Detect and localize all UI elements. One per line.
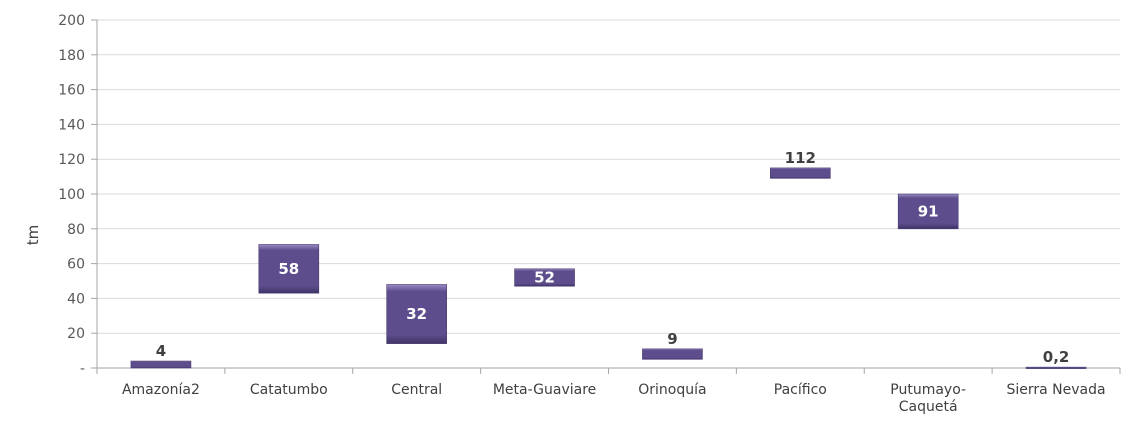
x-category-label: Orinoquía <box>638 382 706 398</box>
x-category-label: Pacífico <box>774 382 827 398</box>
data-label: 32 <box>406 305 427 323</box>
bar <box>514 268 575 287</box>
data-label: 9 <box>667 330 677 348</box>
axes <box>91 19 1121 374</box>
x-category-label: Putumayo-Caquetá <box>890 382 966 415</box>
gridlines <box>97 19 1120 334</box>
data-label: 52 <box>534 269 555 287</box>
y-tick-label: 160 <box>58 83 85 99</box>
x-category-label: Sierra Nevada <box>1007 382 1106 398</box>
y-tick-label: 180 <box>58 48 85 64</box>
labels: - 20 40 60 80 100 120 140 160 180 200 Amazonía2 Cata… <box>58 13 1105 415</box>
data-label: 58 <box>278 260 299 278</box>
y-tick-label: 60 <box>67 257 85 273</box>
x-category-label: Catatumbo <box>250 382 328 398</box>
bar <box>770 167 831 179</box>
y-tick-label: 80 <box>67 222 85 238</box>
data-label: 112 <box>785 149 816 167</box>
y-tick-label: 40 <box>67 291 85 307</box>
bar <box>130 360 192 369</box>
x-category-label: Amazonía2 <box>122 382 200 398</box>
data-label: 91 <box>918 202 939 220</box>
y-tick-label: 120 <box>58 152 85 168</box>
data-label: 0,2 <box>1043 348 1070 366</box>
y-tick-label: 140 <box>58 117 85 133</box>
bar <box>1025 366 1087 369</box>
y-tick-label: 100 <box>58 187 85 203</box>
bar <box>642 348 703 360</box>
bar <box>386 284 447 344</box>
y-axis-title: tm <box>24 225 42 246</box>
x-category-label: Meta-Guaviare <box>493 382 596 398</box>
bars <box>130 167 1087 369</box>
y-tick-label: 20 <box>67 326 85 342</box>
y-tick-label: 200 <box>58 13 85 29</box>
y-tick-label: - <box>80 361 85 377</box>
x-category-label: Central <box>391 382 442 398</box>
data-label: 4 <box>156 342 166 360</box>
bar <box>258 244 320 294</box>
bar <box>897 193 959 230</box>
